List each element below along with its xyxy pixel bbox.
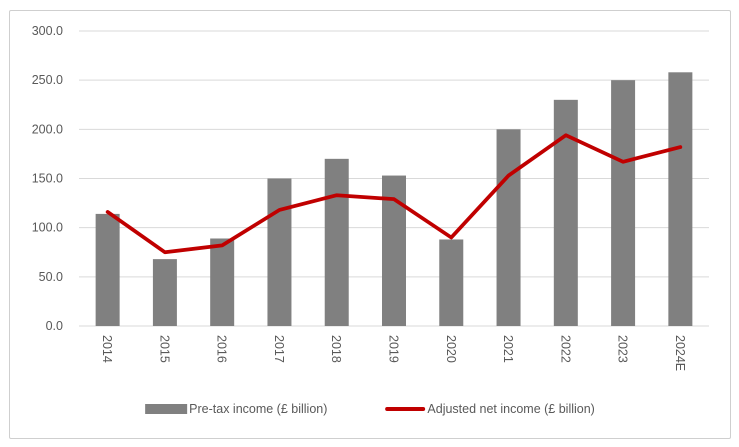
x-axis-tick-label: 2018 bbox=[329, 335, 343, 363]
y-axis-tick-label: 0.0 bbox=[46, 319, 63, 333]
x-axis-tick-label: 2021 bbox=[501, 335, 515, 363]
chart-frame: 0.0 50.0 100.0 150.0 200.0 250.0 300.0 2014 2015… bbox=[9, 10, 731, 439]
legend-label: Adjusted net income (£ billion) bbox=[427, 402, 595, 416]
x-axis-tick-label: 2017 bbox=[272, 335, 286, 363]
y-axis-tick-label: 100.0 bbox=[32, 221, 63, 235]
x-axis-tick-label: 2019 bbox=[387, 335, 401, 363]
bar bbox=[95, 213, 120, 326]
legend-item-pretax-income: Pre-tax income (£ billion) bbox=[145, 402, 327, 416]
legend-item-adjusted-net-income: Adjusted net income (£ billion) bbox=[385, 402, 595, 416]
bar bbox=[496, 129, 521, 326]
bar bbox=[439, 239, 464, 326]
x-axis-tick-label: 2022 bbox=[558, 335, 572, 363]
x-axis-tick-label: 2024E bbox=[673, 335, 687, 371]
x-axis-tick-label: 2014 bbox=[100, 335, 114, 363]
x-axis-tick-label: 2016 bbox=[215, 335, 229, 363]
bar bbox=[267, 178, 292, 326]
line-series bbox=[105, 133, 683, 255]
x-axis-tick-label: 2015 bbox=[157, 335, 171, 363]
bar bbox=[324, 158, 349, 326]
bar-series-swatch-icon bbox=[145, 404, 188, 414]
bar bbox=[611, 80, 636, 327]
bar bbox=[668, 72, 693, 326]
bar bbox=[152, 259, 177, 326]
y-axis-tick-label: 200.0 bbox=[32, 122, 63, 136]
line-series-swatch-icon bbox=[385, 407, 426, 411]
y-axis-tick-label: 250.0 bbox=[32, 73, 63, 87]
y-axis-tick-label: 50.0 bbox=[39, 270, 63, 284]
chart-legend: Pre-tax income (£ billion) Adjusted net … bbox=[145, 402, 595, 416]
bar bbox=[210, 238, 235, 326]
x-axis-tick-label: 2020 bbox=[444, 335, 458, 363]
legend-label: Pre-tax income (£ billion) bbox=[189, 402, 328, 416]
y-axis-tick-label: 150.0 bbox=[32, 172, 63, 186]
x-axis-tick-label: 2023 bbox=[616, 335, 630, 363]
y-axis-tick-label: 300.0 bbox=[32, 24, 63, 38]
chart-svg: 0.0 50.0 100.0 150.0 200.0 250.0 300.0 2014 2015… bbox=[32, 24, 709, 371]
